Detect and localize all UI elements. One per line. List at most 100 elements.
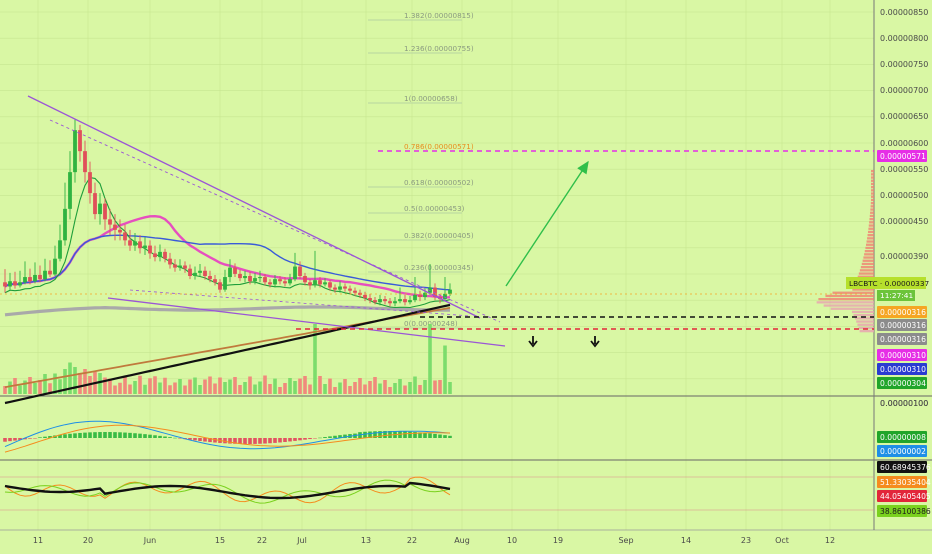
candle-body[interactable]	[118, 229, 122, 233]
candle-body[interactable]	[353, 290, 357, 293]
candle-body[interactable]	[33, 274, 37, 282]
y-tick-label: 0.00000500	[880, 191, 928, 200]
macd-histogram-bar	[83, 432, 87, 438]
candle-body[interactable]	[168, 258, 172, 265]
candle-body[interactable]	[73, 130, 77, 173]
candle-body[interactable]	[123, 232, 127, 241]
candle-body[interactable]	[3, 282, 7, 287]
candle-body[interactable]	[143, 245, 147, 249]
candle-body[interactable]	[313, 280, 317, 286]
candle-body[interactable]	[408, 300, 412, 303]
candle-body[interactable]	[148, 245, 152, 254]
volume-bar	[318, 376, 322, 394]
candle-body[interactable]	[8, 281, 12, 287]
candle-body[interactable]	[238, 273, 242, 279]
volume-bar	[293, 381, 297, 394]
candle-body[interactable]	[318, 280, 322, 285]
candle-body[interactable]	[268, 282, 272, 285]
candle-body[interactable]	[103, 203, 107, 220]
candle-body[interactable]	[388, 301, 392, 304]
macd-histogram-bar	[248, 438, 252, 444]
macd-histogram-bar	[28, 438, 32, 439]
candle-body[interactable]	[263, 277, 267, 283]
candle-body[interactable]	[218, 282, 222, 290]
candle-body[interactable]	[153, 253, 157, 258]
candle-body[interactable]	[288, 279, 292, 284]
candle-body[interactable]	[398, 299, 402, 302]
candle-body[interactable]	[328, 282, 332, 288]
volume-bar	[83, 369, 87, 394]
candle-body[interactable]	[128, 240, 132, 246]
candle-body[interactable]	[423, 292, 427, 297]
candle-body[interactable]	[303, 276, 307, 283]
candle-body[interactable]	[293, 266, 297, 280]
candle-body[interactable]	[173, 264, 177, 268]
candle-body[interactable]	[163, 251, 167, 259]
candle-body[interactable]	[158, 251, 162, 258]
candle-body[interactable]	[178, 265, 182, 268]
candle-body[interactable]	[23, 277, 27, 283]
candle-body[interactable]	[98, 203, 102, 215]
candle-body[interactable]	[28, 277, 32, 282]
candle-body[interactable]	[348, 288, 352, 291]
candle-body[interactable]	[48, 270, 52, 275]
candle-body[interactable]	[188, 268, 192, 277]
candle-body[interactable]	[448, 289, 452, 294]
candle-body[interactable]	[113, 224, 117, 230]
candle-body[interactable]	[18, 282, 22, 286]
candle-body[interactable]	[308, 282, 312, 286]
candle-body[interactable]	[13, 281, 17, 286]
countdown-tag	[877, 290, 915, 301]
candle-body[interactable]	[78, 130, 82, 152]
candle-body[interactable]	[198, 270, 202, 273]
volume-bar	[188, 379, 192, 394]
candle-body[interactable]	[203, 270, 207, 277]
candle-body[interactable]	[323, 282, 327, 285]
candle-body[interactable]	[223, 277, 227, 290]
candle-body[interactable]	[338, 286, 342, 290]
candle-body[interactable]	[138, 241, 142, 249]
candle-body[interactable]	[248, 276, 252, 282]
candle-body[interactable]	[93, 193, 97, 215]
candle-body[interactable]	[393, 301, 397, 304]
candle-body[interactable]	[383, 299, 387, 302]
candle-body[interactable]	[343, 286, 347, 289]
volume-bar	[218, 377, 222, 394]
candle-body[interactable]	[213, 279, 217, 283]
volume-bar	[308, 384, 312, 394]
candle-body[interactable]	[368, 298, 372, 301]
candle-body[interactable]	[443, 293, 447, 300]
y-tick-label: 0.00000750	[880, 60, 928, 69]
candle-body[interactable]	[418, 294, 422, 297]
candle-body[interactable]	[38, 274, 42, 280]
candle-body[interactable]	[298, 266, 302, 277]
candle-body[interactable]	[403, 299, 407, 303]
candle-body[interactable]	[183, 265, 187, 269]
candle-body[interactable]	[83, 151, 87, 173]
candle-body[interactable]	[63, 208, 67, 241]
candle-body[interactable]	[333, 287, 337, 290]
candle-body[interactable]	[243, 276, 247, 279]
candle-body[interactable]	[373, 300, 377, 303]
candle-body[interactable]	[58, 240, 62, 259]
candle-body[interactable]	[233, 267, 237, 274]
candle-body[interactable]	[68, 172, 72, 209]
candle-body[interactable]	[413, 294, 417, 301]
candle-body[interactable]	[133, 241, 137, 246]
candle-body[interactable]	[228, 267, 232, 278]
candle-body[interactable]	[253, 278, 257, 282]
candle-body[interactable]	[88, 172, 92, 194]
candle-body[interactable]	[283, 281, 287, 284]
candle-body[interactable]	[108, 219, 112, 225]
candle-body[interactable]	[53, 258, 57, 275]
candle-body[interactable]	[278, 279, 282, 282]
candle-body[interactable]	[273, 279, 277, 285]
candle-body[interactable]	[363, 294, 367, 299]
candle-body[interactable]	[208, 276, 212, 280]
candle-body[interactable]	[433, 287, 437, 297]
candle-body[interactable]	[193, 272, 197, 277]
candle-body[interactable]	[378, 299, 382, 303]
candle-body[interactable]	[258, 277, 262, 279]
candle-body[interactable]	[43, 270, 47, 280]
